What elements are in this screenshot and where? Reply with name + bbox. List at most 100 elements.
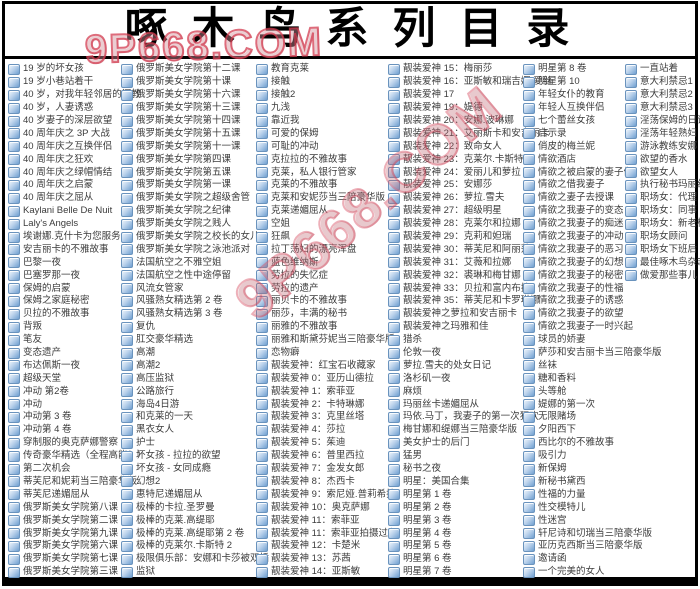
list-item[interactable]: 克莱，私人银行管家 [256,166,387,179]
list-item[interactable]: 职场女下班后 [625,243,698,256]
list-item[interactable]: 幻想2 [121,476,255,489]
list-item[interactable]: 情欲之借我妻子 [523,179,624,192]
list-item[interactable]: 最佳啄木鸟杂志 [625,256,700,269]
list-item[interactable]: 靓装爱神 20：安娜.波琳娜 [388,115,522,128]
list-item[interactable]: 意大利禁忌2 [625,89,698,102]
list-item[interactable]: 40 岁妻子的深层欲望 [8,115,120,128]
list-item[interactable]: 靓装爱神 19：媞德 [388,102,522,115]
list-item[interactable]: 意大利禁忌3 [625,102,698,115]
list-item[interactable]: 19 岁的坏女孩 [8,63,120,76]
list-item[interactable]: 情欲之我妻子一时兴起 [523,321,633,334]
list-item[interactable]: 媞娜的第一次 [523,398,624,411]
list-item[interactable]: 俄罗斯美女学院第六课 [8,540,120,553]
list-item[interactable]: 40 周年庆之 3P 大战 [8,127,120,140]
list-item[interactable]: 肛交豪华精选 [121,334,255,347]
list-item[interactable]: 笔友 [8,334,120,347]
list-item[interactable]: 明星第 10 [523,76,624,89]
list-item[interactable]: 俄罗斯美女学院第八课 [8,501,120,514]
list-item[interactable]: 糖和香料 [523,372,624,385]
list-item[interactable]: 护士 [121,437,255,450]
list-item[interactable]: 靓装爱神 17 [388,89,522,102]
list-item[interactable]: 梅甘娜和缇娜当三陪豪华版 [388,424,522,437]
list-item[interactable]: 传奇豪华精选（全程高能！） [8,450,147,463]
list-item[interactable]: 保姆之家庭秘密 [8,295,120,308]
list-item[interactable]: 背叛 [8,321,120,334]
list-item[interactable]: 一直站着 [625,63,698,76]
list-item[interactable]: 丽莎，丰满的秘书 [256,308,387,321]
list-item[interactable]: 靓装爱神 31：艾薇和拉娜 [388,256,522,269]
list-item[interactable]: 美女护士的后门 [388,437,522,450]
list-item[interactable]: 情欲之我妻子的变态 [523,205,624,218]
list-item[interactable]: 靓装爱神 23：克莱尔.卡斯特 [388,153,523,166]
list-item[interactable]: 可爱的保姆 [256,127,387,140]
list-item[interactable]: 布达佩斯一夜 [8,359,120,372]
list-item[interactable]: 靓装爱神 9：索尼娅.普莉希拉 [256,488,396,501]
list-item[interactable]: 克莱递媚屈从 [256,205,387,218]
list-item[interactable]: 玛依.马丁，我妻子的第一次狂欢 [388,411,539,424]
list-item[interactable]: 俄罗斯美女学院第九课 [8,527,120,540]
list-item[interactable]: 冲动 [8,398,120,411]
list-item[interactable]: 明星第 6 卷 [388,553,522,566]
list-item[interactable]: 年轻人互换伴侣 [523,102,624,115]
list-item[interactable]: 情欲之妻子去授课 [523,192,624,205]
list-item[interactable]: 萨莎和安吉丽卡当三陪豪华版 [523,347,662,360]
list-item[interactable]: 俄罗斯美女学院第十六课 [121,89,255,102]
list-item[interactable]: 丝袜 [523,359,624,372]
list-item[interactable]: 靓装爱神 21：艾丽斯卡和安吉丽卡 [388,127,549,140]
list-item[interactable]: 克莱和安妮莎当三陪豪华版 [256,192,387,205]
list-item[interactable]: 拉丁荡妇的漂亮浑盘 [256,243,387,256]
list-item[interactable]: 变态遗产 [8,347,120,360]
list-item[interactable]: 俄罗斯美女学院第十课 [121,76,255,89]
list-item[interactable]: 冲动第 3 卷 [8,411,120,424]
list-item[interactable]: 贝拉的不雅故事 [8,308,120,321]
list-item[interactable]: 靓装爱神 3：克里丝塔 [256,411,387,424]
list-item[interactable]: 法国航空之不雅空姐 [121,256,255,269]
list-item[interactable]: 靓装爱神之玛雅和佳 [388,321,522,334]
list-item[interactable]: 40 周年庆之互换伴侣 [8,140,120,153]
list-item[interactable]: 一个完美的女人 [523,566,624,579]
list-item[interactable]: 靓装爱神 29：克莉和妲瑞 [388,231,522,244]
list-item[interactable]: 职场女：同事 [625,205,698,218]
list-item[interactable]: 靓装爱神 7：金发女郎 [256,463,387,476]
list-item[interactable]: 极棒的克莱尔.卡斯特 2 [121,540,255,553]
list-item[interactable]: 海岛4日游 [121,398,255,411]
list-item[interactable]: 秘书之夜 [388,463,522,476]
list-item[interactable]: 俄罗斯美女学院第二课 [8,514,120,527]
list-item[interactable]: 伦敦一夜 [388,347,522,360]
list-item[interactable]: 俄罗斯美女学院第十三课 [121,102,255,115]
list-item[interactable]: 猛男 [388,450,522,463]
list-item[interactable]: 和克莱的一天 [121,411,255,424]
list-item[interactable]: 邀请函 [523,553,624,566]
list-item[interactable]: 俏皮的梅兰妮 [523,140,624,153]
list-item[interactable]: 劳拉的遗产 [256,282,387,295]
list-item[interactable]: 靓装爱神 6：普里西拉 [256,450,387,463]
list-item[interactable]: 靓装爱神 12：卡楚米 [256,540,387,553]
list-item[interactable]: 恋物癖 [256,347,387,360]
list-item[interactable]: 执行秘书玛丽丝卡 [625,179,700,192]
list-item[interactable]: 明星第 5 卷 [388,540,522,553]
list-item[interactable]: 狂飙 [256,231,387,244]
list-item[interactable]: 明星第 2 卷 [388,501,522,514]
list-item[interactable]: 头等舱 [523,385,624,398]
list-item[interactable]: 靓装爱神 4：莎拉 [256,424,387,437]
list-item[interactable]: 情欲之我妻子的痴迷 [523,218,624,231]
list-item[interactable]: 高潮 [121,347,255,360]
list-item[interactable]: 吸引力 [523,450,624,463]
list-item[interactable]: 靓装爱神 1：索菲亚 [256,385,387,398]
list-item[interactable]: 高潮2 [121,359,255,372]
list-item[interactable]: 法国航空之性中途停留 [121,269,255,282]
list-item[interactable]: 教育克莱 [256,63,387,76]
list-item[interactable]: 情欲之我妻子的诱惑 [523,295,624,308]
list-item[interactable]: 风骚熟女精选第 2 卷 [121,295,255,308]
list-item[interactable]: 靓装爱神 13：苏茜 [256,553,387,566]
list-item[interactable]: 19 岁小巷站着干 [8,76,120,89]
list-item[interactable]: 靓装爱神 14：亚斯敏 [256,566,387,579]
list-item[interactable]: 丽雅和斯黛芬妮当三陪豪华版 [256,334,395,347]
list-item[interactable]: 明星第 4 卷 [388,527,522,540]
list-item[interactable]: 明星第 1 卷 [388,488,522,501]
list-item[interactable]: 做爱那些事儿 [625,269,698,282]
list-item[interactable]: 靓装爱神 27：超级明星 [388,205,522,218]
list-item[interactable]: 情欲之我妻子的性福 [523,282,624,295]
list-item[interactable]: 极限俱乐部：安娜和卡莎被双插 [121,553,269,566]
list-item[interactable]: 安吉丽卡的不雅故事 [8,243,120,256]
